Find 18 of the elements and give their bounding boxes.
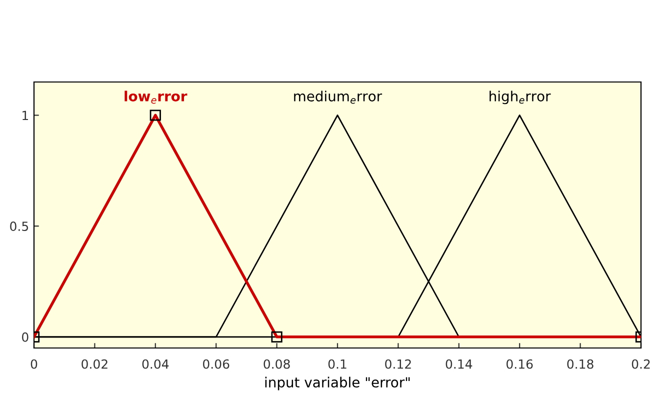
x-tick-label: 0.12	[385, 359, 411, 369]
x-tick-label: 0.2	[632, 359, 650, 369]
x-tick-label: 0.06	[203, 359, 230, 369]
x-tick-label: 0.18	[567, 359, 594, 369]
x-tick-label: 0.1	[328, 359, 346, 369]
x-tick-label: 0.14	[446, 359, 472, 369]
series-label: high$_{e}$rror	[490, 90, 551, 104]
series-label: low$_{e}$rror	[124, 90, 188, 104]
x-axis-title: input variable "error"	[265, 376, 410, 390]
y-tick-label: 1	[22, 110, 28, 120]
x-tick-label: 0.02	[82, 359, 108, 369]
y-tick-label: 0.5	[10, 222, 28, 232]
series-label: medium$_{e}$rror	[294, 90, 382, 104]
x-tick-label: 0.04	[142, 359, 169, 369]
x-tick-label: 0.16	[506, 359, 533, 369]
x-tick-label: 0.08	[264, 359, 290, 369]
x-tick-label: 0	[30, 359, 38, 369]
y-tick-label: 0	[22, 332, 28, 342]
